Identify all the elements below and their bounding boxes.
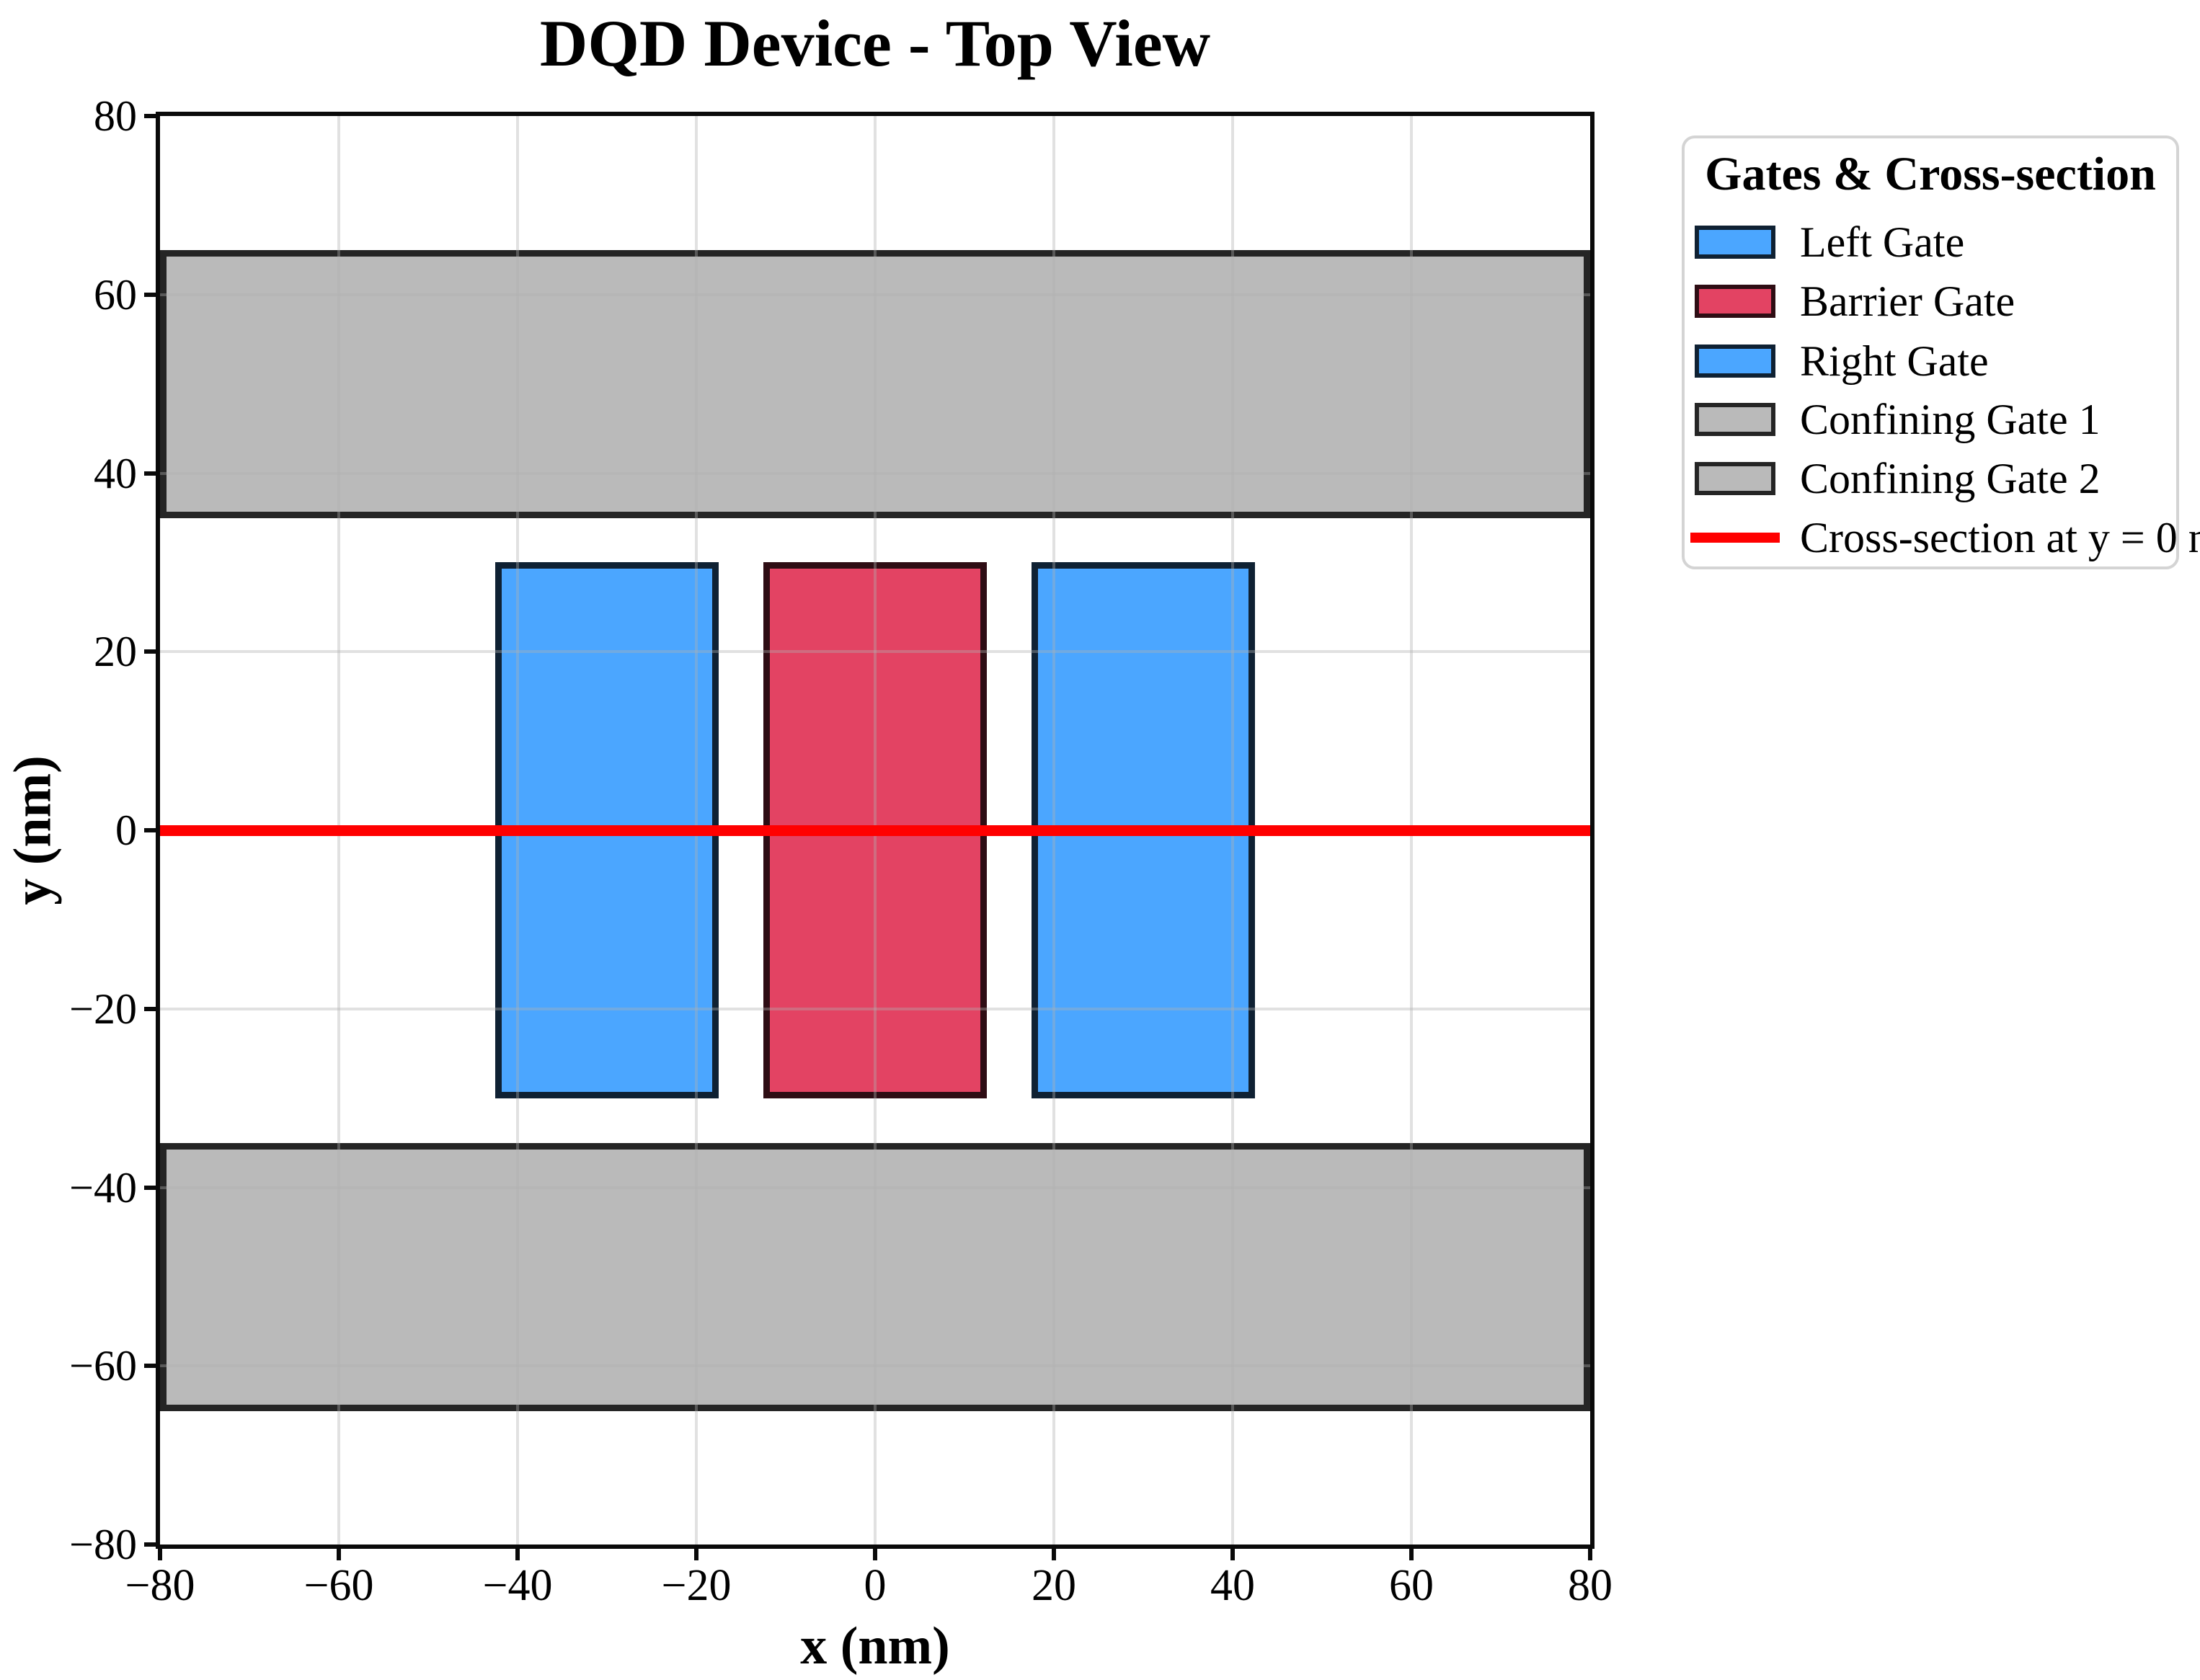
y-tick	[144, 1542, 156, 1547]
gridline-horizontal	[160, 472, 1590, 475]
legend-label: Left Gate	[1800, 218, 1965, 266]
x-tick	[873, 1549, 877, 1560]
cross-section-line	[160, 825, 1590, 836]
legend-swatch-right-gate	[1695, 345, 1775, 378]
x-tick	[1409, 1549, 1414, 1560]
y-tick-label: 0	[115, 806, 137, 854]
gridline-horizontal	[160, 650, 1590, 653]
y-tick	[144, 828, 156, 832]
y-tick	[144, 1007, 156, 1011]
x-tick-label: 20	[1032, 1561, 1076, 1610]
y-tick	[144, 1364, 156, 1368]
y-tick	[144, 293, 156, 297]
x-tick-label: 80	[1568, 1561, 1613, 1610]
y-tick-label: −40	[69, 1164, 137, 1212]
gridline-horizontal	[160, 1364, 1590, 1367]
x-tick	[337, 1549, 341, 1560]
x-tick-label: −40	[482, 1561, 553, 1610]
legend-label: Confining Gate 2	[1800, 455, 2101, 502]
legend-swatch-left-gate	[1695, 226, 1775, 259]
legend-swatch-confining-gate-1	[1695, 403, 1775, 436]
y-tick-label: −20	[69, 985, 137, 1033]
x-tick-label: −60	[303, 1561, 374, 1610]
x-tick	[1230, 1549, 1235, 1560]
x-tick	[1052, 1549, 1056, 1560]
x-tick	[515, 1549, 520, 1560]
legend-label: Barrier Gate	[1800, 277, 2015, 325]
legend-swatch-confining-gate-2	[1695, 462, 1775, 495]
gridline-horizontal	[160, 1008, 1590, 1010]
x-tick	[1588, 1549, 1592, 1560]
legend-label: Cross-section at y = 0 nm	[1800, 514, 2200, 561]
y-tick	[144, 649, 156, 654]
plot-area	[156, 112, 1594, 1549]
y-tick	[144, 471, 156, 476]
legend-swatch-barrier-gate	[1695, 285, 1775, 318]
y-tick	[144, 114, 156, 118]
x-tick-label: −20	[661, 1561, 732, 1610]
x-tick	[158, 1549, 162, 1560]
y-axis-label: y (nm)	[3, 755, 63, 905]
y-tick	[144, 1186, 156, 1190]
y-tick-label: −80	[69, 1521, 137, 1568]
confining-gate-1	[160, 250, 1590, 518]
gridline-horizontal	[160, 1186, 1590, 1189]
legend-label: Confining Gate 1	[1800, 396, 2101, 443]
x-tick	[694, 1549, 698, 1560]
x-tick-label: 0	[864, 1561, 887, 1610]
x-tick-label: 40	[1210, 1561, 1255, 1610]
x-axis-label: x (nm)	[800, 1617, 950, 1676]
x-tick-label: 60	[1389, 1561, 1434, 1610]
y-tick-label: −60	[69, 1342, 137, 1390]
y-tick-label: 20	[94, 628, 137, 675]
legend-cross-section-line	[1690, 533, 1780, 543]
legend: Gates & Cross-section Left Gate Barrier …	[1682, 135, 2200, 569]
y-tick-label: 80	[94, 92, 137, 140]
y-tick-label: 60	[94, 271, 137, 319]
legend-label: Right Gate	[1800, 337, 1989, 385]
legend-title: Gates & Cross-section	[1705, 148, 2156, 200]
confining-gate-2	[160, 1143, 1590, 1411]
y-tick-label: 40	[94, 450, 137, 497]
chart-title: DQD Device - Top View	[539, 6, 1211, 80]
x-tick-label: −80	[125, 1561, 195, 1610]
gridline-horizontal	[160, 293, 1590, 296]
